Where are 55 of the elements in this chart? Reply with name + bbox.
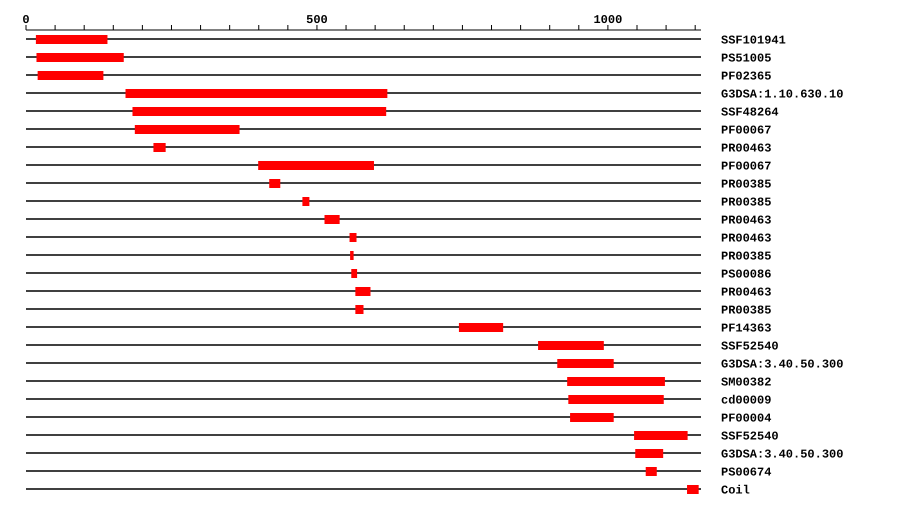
bar xyxy=(458,323,504,332)
bar xyxy=(634,431,688,440)
bar xyxy=(635,449,664,458)
bar xyxy=(350,233,357,242)
bar xyxy=(646,467,657,476)
y-tick-label: SSF101941 xyxy=(721,33,786,48)
bar xyxy=(324,215,340,224)
y-tick-label: SSF52540 xyxy=(721,339,779,354)
y-tick-label: SSF48264 xyxy=(721,105,779,120)
bar xyxy=(302,197,310,206)
bar xyxy=(36,35,108,44)
bar xyxy=(126,89,388,98)
y-tick-label: PF00067 xyxy=(721,159,772,174)
x-tick-label: 500 xyxy=(306,13,328,27)
bar xyxy=(134,125,240,134)
y-tick-label: PR00463 xyxy=(721,285,772,300)
y-tick-label: PR00385 xyxy=(721,303,772,318)
bar xyxy=(269,179,280,188)
bar xyxy=(351,269,358,278)
y-tick-label: SSF52540 xyxy=(721,429,779,444)
bar xyxy=(258,161,374,170)
bar xyxy=(687,485,699,494)
y-tick-label: PS00086 xyxy=(721,267,772,282)
y-tick-label: PF02365 xyxy=(721,69,772,84)
bar xyxy=(570,413,614,422)
y-tick-label: PR00463 xyxy=(721,231,772,246)
bar xyxy=(355,305,364,314)
y-tick-label: SM00382 xyxy=(721,375,772,390)
bar xyxy=(568,395,664,404)
bar xyxy=(38,71,104,80)
x-tick-label: 0 xyxy=(22,13,30,27)
bar xyxy=(557,359,614,368)
bar xyxy=(36,53,124,62)
y-tick-label: PR00463 xyxy=(721,141,772,156)
y-tick-label: PF00067 xyxy=(721,123,772,138)
y-tick-label: PR00385 xyxy=(721,195,772,210)
y-tick-label: PR00463 xyxy=(721,213,772,228)
bar xyxy=(538,341,604,350)
x-tick-label: 1000 xyxy=(593,13,622,27)
bar xyxy=(153,143,166,152)
y-tick-label: cd00009 xyxy=(721,393,772,408)
y-tick-label: PF00004 xyxy=(721,411,772,426)
y-tick-label: PS00674 xyxy=(721,465,772,480)
y-tick-label: PR00385 xyxy=(721,249,772,264)
y-tick-label: PS51005 xyxy=(721,51,772,66)
bar xyxy=(355,287,370,296)
y-tick-label: G3DSA:3.40.50.300 xyxy=(721,447,844,462)
y-tick-label: G3DSA:1.10.630.10 xyxy=(721,87,844,102)
y-tick-label: Coil xyxy=(721,483,750,498)
bar xyxy=(350,251,354,260)
y-tick-label: PR00385 xyxy=(721,177,772,192)
y-tick-label: PF14363 xyxy=(721,321,772,336)
bar xyxy=(132,107,386,116)
y-tick-label: G3DSA:3.40.50.300 xyxy=(721,357,844,372)
bar xyxy=(567,377,665,386)
